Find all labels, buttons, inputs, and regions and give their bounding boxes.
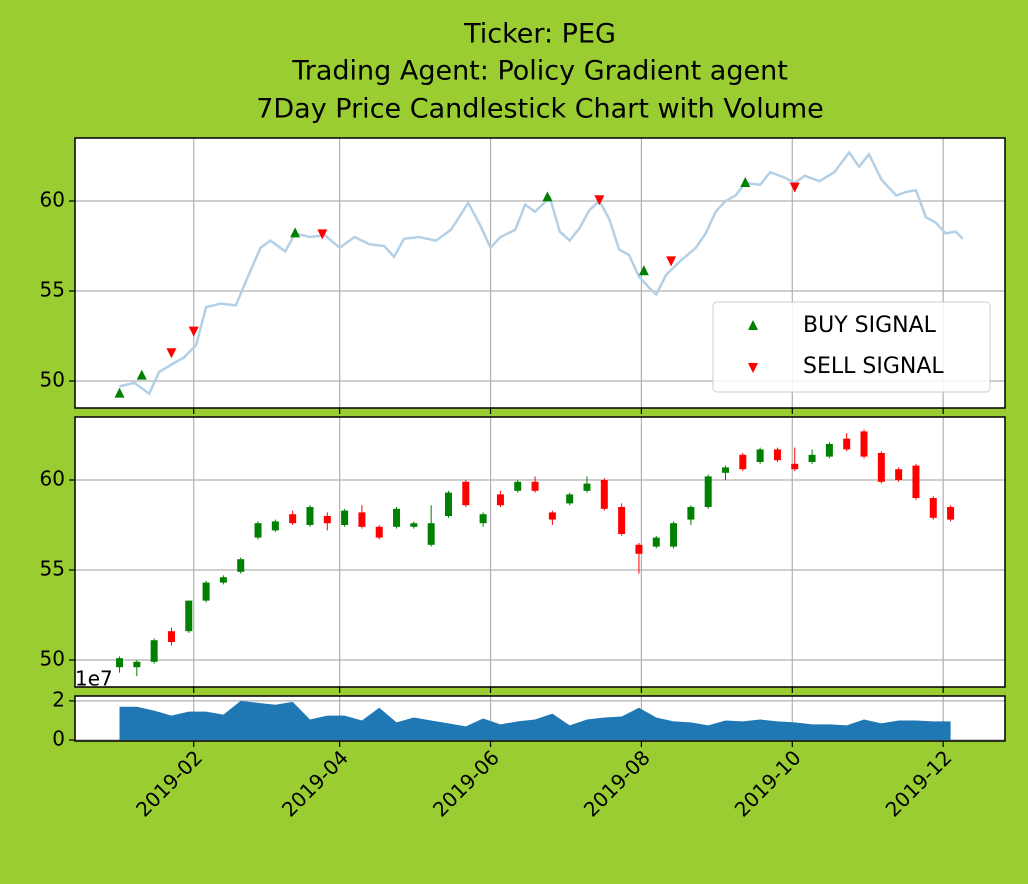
candle-body xyxy=(722,467,730,473)
candle-body xyxy=(773,449,781,461)
legend-marker xyxy=(748,363,758,373)
signal-marker xyxy=(594,195,605,206)
candle-body xyxy=(652,537,660,547)
candle-body xyxy=(202,582,210,601)
x-tick-label: 2019-06 xyxy=(428,745,504,821)
candle-body xyxy=(254,523,262,538)
candle-body xyxy=(306,507,314,525)
candle-body xyxy=(877,453,885,482)
signal-marker xyxy=(136,369,147,380)
signal-marker xyxy=(638,265,649,276)
signal-marker xyxy=(290,227,301,238)
candle-body xyxy=(514,481,522,491)
candle-body xyxy=(410,523,418,527)
y-tick-label: 60 xyxy=(40,467,65,491)
plot-area xyxy=(75,417,1005,687)
candle-body xyxy=(358,512,366,527)
candle-body xyxy=(670,523,678,547)
signal-marker xyxy=(114,387,125,398)
candle-body xyxy=(427,523,435,545)
chart-title: 7Day Price Candlestick Chart with Volume xyxy=(256,94,824,125)
candle-body xyxy=(895,469,903,480)
candle-body xyxy=(116,658,124,668)
candle-body xyxy=(739,454,747,470)
signal-marker xyxy=(188,326,199,337)
candle-body xyxy=(825,444,833,457)
price-line xyxy=(119,150,964,396)
x-tick-label: 2019-12 xyxy=(881,745,957,821)
candle-body xyxy=(566,494,574,504)
candle-body xyxy=(479,514,487,524)
y-tick-label: 2 xyxy=(52,687,65,711)
y-tick-label: 55 xyxy=(40,557,65,581)
candle-body xyxy=(808,454,816,462)
axis-offset-label: 1e7 xyxy=(75,667,113,691)
x-tick-label: 2019-04 xyxy=(277,745,353,821)
x-tick-label: 2019-10 xyxy=(730,745,806,821)
candle-body xyxy=(393,508,401,527)
candle-body xyxy=(756,449,764,462)
y-tick-label: 50 xyxy=(40,368,65,392)
axes-frame xyxy=(74,416,1006,688)
axes-frame xyxy=(74,695,1006,742)
candle-body xyxy=(462,481,470,506)
y-tick-label: 50 xyxy=(40,647,65,671)
signal-marker xyxy=(317,229,328,240)
x-tick-label: 2019-02 xyxy=(131,745,207,821)
volume-area xyxy=(119,700,951,741)
legend-label: SELL SIGNAL xyxy=(803,354,944,379)
y-tick-label: 0 xyxy=(52,727,65,751)
candle-body xyxy=(635,544,643,554)
candle-body xyxy=(912,465,920,498)
signal-marker xyxy=(542,191,553,202)
candle-body xyxy=(531,481,539,491)
y-tick-label: 60 xyxy=(40,188,65,212)
candle-body xyxy=(947,507,955,520)
signal-marker xyxy=(740,177,751,187)
candle-body xyxy=(375,526,383,538)
candle-body xyxy=(237,559,245,572)
candle-body xyxy=(704,476,712,507)
y-tick-label: 55 xyxy=(40,278,65,302)
candle-body xyxy=(583,483,591,491)
x-tick-label: 2019-08 xyxy=(579,745,655,821)
candle-body xyxy=(289,514,297,524)
signal-marker xyxy=(166,348,177,359)
signal-marker xyxy=(666,256,677,267)
axes-frame xyxy=(74,137,1006,409)
legend-marker xyxy=(748,320,758,330)
candle-body xyxy=(444,492,452,516)
candle-body xyxy=(791,463,799,470)
candle-body xyxy=(150,640,158,662)
candle-body xyxy=(341,510,349,525)
candle-body xyxy=(687,507,695,520)
candle-body xyxy=(929,498,937,518)
candle-body xyxy=(323,516,331,524)
signal-marker xyxy=(789,182,800,193)
candle-body xyxy=(496,494,504,506)
candle-body xyxy=(167,631,175,642)
candle-body xyxy=(219,577,227,583)
candle-body xyxy=(860,431,868,457)
candle-body xyxy=(843,438,851,450)
legend-box xyxy=(712,301,991,393)
candle-body xyxy=(600,480,608,509)
candle-body xyxy=(271,521,279,531)
chart-title: Trading Agent: Policy Gradient agent xyxy=(291,56,788,87)
legend-label: BUY SIGNAL xyxy=(803,313,937,338)
chart-title: Ticker: PEG xyxy=(463,19,616,50)
candle-body xyxy=(185,600,193,632)
candle-body xyxy=(548,512,556,520)
candle-body xyxy=(618,507,626,534)
candle-body xyxy=(133,661,141,668)
